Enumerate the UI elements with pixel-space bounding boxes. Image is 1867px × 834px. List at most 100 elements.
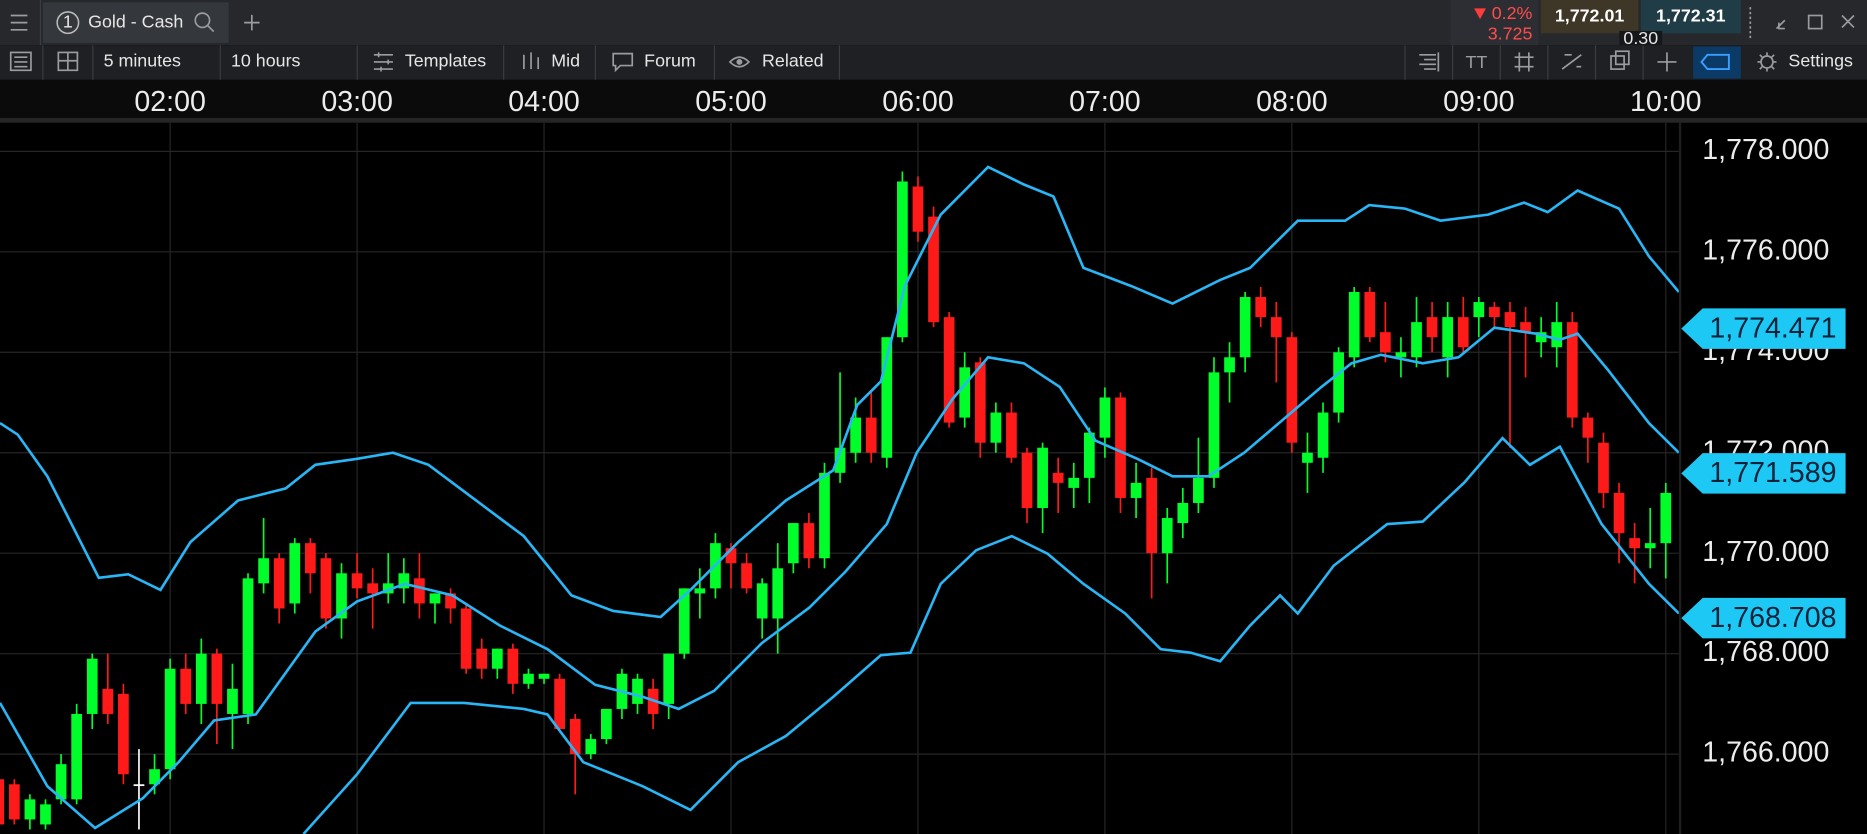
candle-body xyxy=(569,718,581,755)
candle-body xyxy=(1021,452,1033,508)
candle-body xyxy=(1224,357,1235,373)
forum-button[interactable]: Forum xyxy=(644,51,696,71)
candle-body xyxy=(1489,307,1500,318)
collapse-button[interactable] xyxy=(1775,19,1786,30)
candle-body xyxy=(71,713,83,800)
candle-body xyxy=(928,216,939,323)
plot-area xyxy=(0,122,1679,834)
buy-price[interactable]: 1,772.31 xyxy=(1656,5,1726,25)
candle-body xyxy=(1348,291,1360,358)
candle-body xyxy=(1302,452,1313,463)
band-line xyxy=(0,326,1679,830)
candle-body xyxy=(1629,538,1640,549)
x-tick-label: 02:00 xyxy=(134,86,205,118)
candle-body xyxy=(1130,482,1142,498)
candle-body xyxy=(24,799,36,820)
candle-body xyxy=(678,588,690,654)
candle-body xyxy=(1239,297,1251,358)
popout-button[interactable] xyxy=(1807,14,1823,30)
candle-body xyxy=(1037,447,1048,508)
time-axis xyxy=(0,79,1867,121)
candle-body xyxy=(180,668,192,704)
axis-divider xyxy=(0,117,1867,123)
candle-body xyxy=(787,523,799,564)
label-toggle[interactable] xyxy=(1693,46,1741,79)
x-tick-label: 03:00 xyxy=(321,86,392,118)
candle-body xyxy=(1255,297,1267,318)
y-tick-label: 1,768.000 xyxy=(1702,636,1829,668)
candle-body xyxy=(1598,442,1609,493)
candle-body xyxy=(1099,397,1111,438)
candle-body xyxy=(367,583,379,594)
spread-box xyxy=(1619,30,1663,47)
candle-body xyxy=(1426,317,1438,338)
candle-body xyxy=(974,362,986,443)
close-button[interactable] xyxy=(1841,14,1855,28)
candle-body xyxy=(398,573,410,589)
tab-title: Gold - Cash xyxy=(88,11,183,31)
x-tick-label: 05:00 xyxy=(695,86,766,118)
candle-body xyxy=(943,317,955,423)
candle-body xyxy=(1660,492,1672,544)
change-points: 3.725 xyxy=(1488,23,1533,43)
text-size-icon[interactable]: TT xyxy=(1466,52,1488,72)
candle-body xyxy=(1473,302,1485,318)
candle-body xyxy=(959,367,971,418)
candle-body xyxy=(1317,412,1329,458)
candle-body xyxy=(819,472,830,559)
candle-body xyxy=(164,668,176,770)
candle-body xyxy=(834,447,846,473)
down-arrow xyxy=(1474,8,1486,20)
candle-body xyxy=(538,673,550,679)
x-tick-label: 10:00 xyxy=(1630,86,1701,118)
candle-body xyxy=(351,573,363,589)
add-tab[interactable] xyxy=(244,14,260,31)
x-tick-label: 04:00 xyxy=(508,86,579,118)
candle-body xyxy=(850,417,861,453)
candle-body xyxy=(694,588,706,594)
list-icon[interactable] xyxy=(9,51,32,72)
mid-button[interactable]: Mid xyxy=(551,51,580,71)
candle-body xyxy=(897,181,908,338)
candle-body xyxy=(445,593,456,609)
candle-body xyxy=(1146,477,1158,554)
candle-body xyxy=(320,558,332,619)
candle-body xyxy=(1582,417,1594,438)
candle-body xyxy=(133,784,145,787)
candle-body xyxy=(881,337,893,458)
candle-body xyxy=(585,739,597,755)
candle-body xyxy=(211,653,223,704)
templates-button[interactable]: Templates xyxy=(405,51,486,71)
menu-button[interactable] xyxy=(10,14,28,31)
search-icon[interactable] xyxy=(194,12,215,33)
candle-body xyxy=(86,658,98,714)
interval[interactable]: 5 minutes xyxy=(104,51,181,71)
candle-body xyxy=(1115,397,1126,498)
candle-body xyxy=(1083,432,1095,478)
candle-body xyxy=(772,568,784,619)
related-button[interactable]: Related xyxy=(762,51,824,71)
sell-price[interactable]: 1,772.01 xyxy=(1555,5,1625,25)
candle-body xyxy=(1535,332,1547,343)
y-tick-label: 1,778.000 xyxy=(1702,134,1829,166)
settings-button[interactable]: Settings xyxy=(1788,51,1853,71)
tab[interactable] xyxy=(42,2,229,43)
candle-body xyxy=(1379,332,1391,353)
candle-body xyxy=(1442,317,1454,358)
range[interactable]: 10 hours xyxy=(231,51,301,71)
y-tick-label: 1,776.000 xyxy=(1702,234,1829,266)
buy-button[interactable] xyxy=(1640,0,1741,34)
candle-body xyxy=(1161,518,1173,554)
change-box xyxy=(1450,0,1539,46)
band-line xyxy=(0,165,1679,619)
candle-body xyxy=(227,688,238,714)
y-tick-label: 1,766.000 xyxy=(1702,737,1829,769)
sell-button[interactable] xyxy=(1540,0,1639,34)
layout-icon[interactable] xyxy=(57,51,79,72)
candle-body xyxy=(1411,322,1422,358)
toolbar xyxy=(0,45,1867,80)
settings-icon[interactable] xyxy=(1757,52,1777,72)
candle-body xyxy=(1193,477,1204,503)
